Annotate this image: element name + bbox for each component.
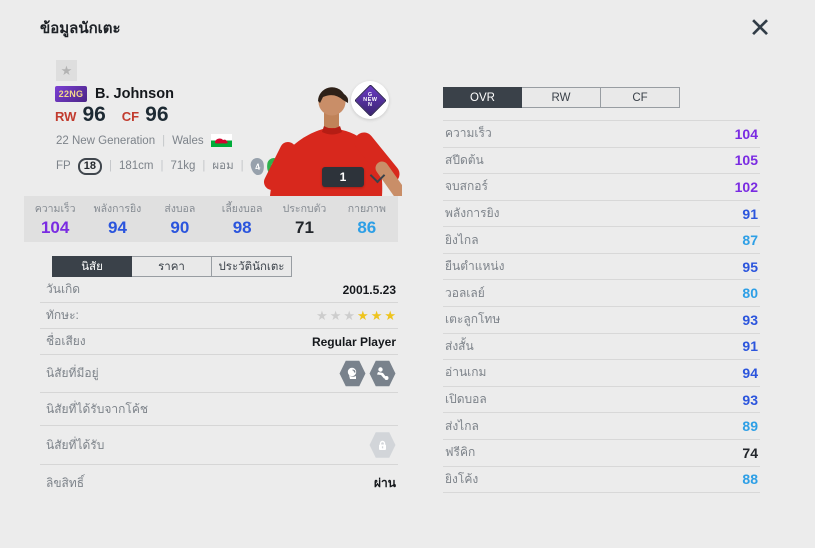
divider: |	[202, 160, 206, 172]
row-received-traits: นิสัยที่ได้รับ	[40, 426, 398, 465]
season-badge: 22NG	[55, 86, 87, 102]
position-2-rating: 96	[145, 103, 169, 126]
favorite-star-icon[interactable]: ★	[56, 60, 77, 81]
close-icon[interactable]: ✕	[740, 8, 780, 48]
stat-row: อ่านเกม 94	[443, 360, 760, 387]
stat-row: ยิงไกล 87	[443, 227, 760, 254]
star-empty-icon	[316, 308, 328, 324]
stat-list: ความเร็ว 104 สปีดต้น 105 จบสกอร์ 102 พลั…	[443, 120, 760, 494]
star-empty-icon	[343, 308, 355, 324]
stat-row: เตะลูกโทษ 93	[443, 307, 760, 334]
tab-cf[interactable]: CF	[601, 87, 680, 108]
position-1-label: RW	[55, 109, 77, 124]
stat-row: เปิดบอล 93	[443, 387, 760, 414]
stat-row: ความเร็ว 104	[443, 121, 760, 148]
star-empty-icon	[330, 308, 342, 324]
key-stat: กายภาพ 86	[347, 203, 386, 237]
level-selector[interactable]: 1	[322, 167, 386, 187]
row-coach-traits: นิสัยที่ได้รับจากโค้ช	[40, 393, 398, 426]
stat-tabs: OVR RW CF	[443, 87, 680, 108]
row-reputation: ชื่อเสียง Regular Player	[40, 329, 398, 355]
stat-row: ยิงโค้ง 88	[443, 467, 760, 494]
divider: |	[162, 134, 166, 147]
row-traits: นิสัยที่มีอยู่	[40, 355, 398, 393]
position-1-rating: 96	[82, 103, 106, 126]
divider: |	[240, 160, 244, 172]
player-name: B. Johnson	[95, 86, 174, 102]
tab-price[interactable]: ราคา	[132, 256, 212, 277]
height-value: 181cm	[118, 160, 154, 172]
tab-history[interactable]: ประวัตินักเตะ	[212, 256, 292, 277]
stat-row: ยืนตำแหน่ง 95	[443, 254, 760, 281]
chevron-down-icon[interactable]	[369, 167, 386, 183]
fp-value-badge: 18	[77, 157, 102, 175]
page-title: ข้อมูลนักเตะ	[40, 20, 121, 37]
tab-ovr[interactable]: OVR	[443, 87, 522, 108]
club-logo-diamond: G NEW N	[353, 83, 387, 117]
team-name: 22 New Generation	[56, 134, 156, 147]
stat-row: วอลเลย์ 80	[443, 280, 760, 308]
key-stat: ประกบตัว 71	[282, 203, 327, 237]
stat-row: ส่งไกล 89	[443, 413, 760, 440]
key-stats-band: ความเร็ว 104 พลังการยิง 94 ส่งบอล 90 เลี…	[24, 196, 398, 242]
star-filled-icon	[371, 308, 383, 324]
position-ratings: RW 96 CF 96	[55, 103, 179, 127]
tab-traits[interactable]: นิสัย	[52, 256, 132, 277]
player-name-row: 22NG B. Johnson	[55, 86, 174, 102]
club-logo-letter-bottom: N	[367, 101, 373, 108]
row-license: ลิขสิทธิ์ ผ่าน	[46, 475, 396, 490]
level-badge[interactable]: 1	[322, 167, 364, 187]
weight-value: 71kg	[170, 160, 196, 172]
physical-row: FP 18 | 181cm | 71kg | ผอม | 4 5	[56, 156, 281, 176]
key-stat: ความเร็ว 104	[34, 203, 76, 237]
stat-row: จบสกอร์ 102	[443, 174, 760, 201]
club-logo: G NEW N	[351, 81, 389, 119]
detail-list: วันเกิด 2001.5.23 ทักษะ: ชื่อเสียง Regul…	[40, 277, 398, 501]
wales-flag-icon	[210, 134, 232, 147]
star-filled-icon	[357, 308, 369, 324]
stat-row: พลังการยิง 91	[443, 201, 760, 228]
row-birthdate: วันเกิด 2001.5.23	[40, 277, 398, 303]
fp-label: FP	[56, 160, 71, 172]
key-stat: เลี้ยงบอล 98	[221, 203, 263, 237]
key-stat: ส่งบอล 90	[164, 203, 196, 237]
stat-row: ส่งสั้น 91	[443, 334, 760, 361]
nation-name: Wales	[172, 134, 204, 147]
body-type: ผอม	[212, 160, 234, 172]
lock-icon	[369, 432, 396, 458]
detail-tabs: นิสัย ราคา ประวัตินักเตะ	[52, 256, 292, 277]
team-nation-row: 22 New Generation | Wales	[56, 134, 232, 147]
stat-row: ฟรีคิก 74	[443, 440, 760, 467]
divider: |	[160, 160, 164, 172]
star-filled-icon	[384, 308, 396, 324]
position-2-label: CF	[121, 109, 140, 124]
skill-stars	[316, 308, 396, 324]
divider: |	[108, 160, 112, 172]
trait-kick-icon	[369, 360, 396, 387]
row-skill-moves: ทักษะ:	[40, 303, 398, 329]
tab-rw[interactable]: RW	[522, 87, 601, 108]
stat-row: สปีดต้น 105	[443, 148, 760, 175]
key-stat: พลังการยิง 94	[93, 203, 142, 237]
trait-head-icon	[339, 360, 366, 387]
